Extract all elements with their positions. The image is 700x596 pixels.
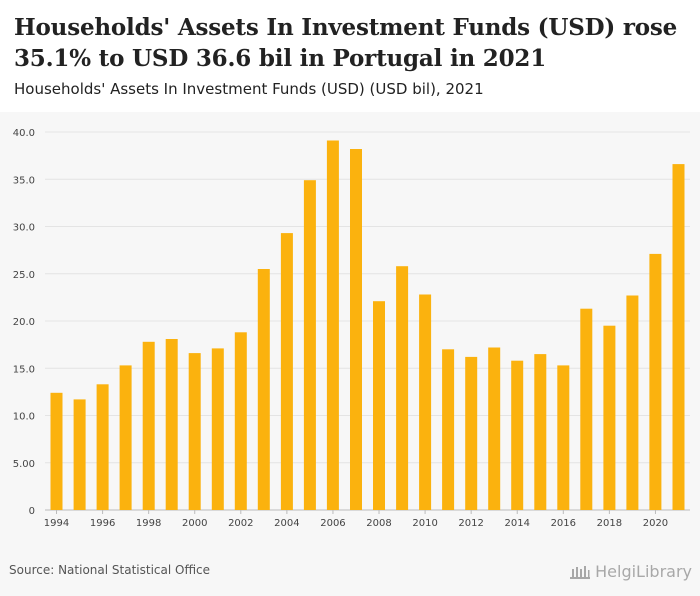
bar-1996 — [96, 384, 109, 510]
bar-2014 — [511, 360, 524, 510]
x-tick-label: 2012 — [458, 518, 483, 529]
source-note: Source: National Statistical Office — [9, 563, 211, 577]
x-tick-label: 2018 — [597, 518, 622, 529]
library-icon — [570, 565, 591, 579]
bar-2018 — [603, 325, 616, 510]
bar-1997 — [119, 365, 132, 510]
bar-2016 — [557, 365, 570, 510]
y-tick-label: 30.0 — [13, 223, 35, 234]
bar-2007 — [350, 149, 362, 510]
bar-1999 — [165, 339, 178, 510]
bar-1995 — [73, 399, 86, 510]
bar-2001 — [211, 348, 224, 510]
x-tick-label: 2006 — [320, 518, 345, 529]
x-tick-label: 1994 — [44, 518, 69, 529]
x-tick-label: 2002 — [228, 518, 253, 529]
y-tick-label: 10.0 — [13, 412, 35, 423]
bar-2021 — [672, 164, 685, 510]
x-tick-label: 2008 — [366, 518, 391, 529]
y-tick-label: 15.0 — [13, 364, 35, 375]
bar-2019 — [626, 295, 639, 510]
brand-name: HelgiLibrary — [595, 562, 692, 581]
y-tick-label: 25.0 — [13, 270, 35, 281]
x-tick-label: 1998 — [136, 518, 161, 529]
x-tick-label: 2004 — [274, 518, 299, 529]
bar-2004 — [280, 233, 293, 510]
bar-chart: 0 5.00 10.0 15.0 20.0 25.0 30.0 35.0 40.0 1994 199… — [13, 128, 690, 529]
bar-2010 — [419, 294, 432, 510]
brand-logo: HelgiLibrary — [569, 562, 692, 581]
y-tick-label: 40.0 — [13, 128, 35, 139]
y-tick-label: 5.00 — [13, 459, 35, 470]
x-tick-label: 2016 — [551, 518, 576, 529]
bar-2011 — [442, 349, 455, 510]
bar-2015 — [534, 354, 547, 510]
bar-2002 — [234, 332, 247, 510]
bar-2008 — [373, 301, 385, 510]
x-tick-label: 2014 — [505, 518, 530, 529]
chart-title: Households' Assets In Investment Funds (… — [14, 14, 678, 72]
bar-2013 — [488, 347, 501, 510]
bar-1994 — [50, 392, 63, 510]
bar-1998 — [142, 341, 155, 510]
y-tick-label: 0 — [29, 506, 35, 517]
header: Households' Assets In Investment Funds (… — [0, 0, 700, 110]
x-tick-label: 2020 — [643, 518, 668, 529]
bar-2012 — [465, 356, 478, 510]
chart-subtitle: Households' Assets In Investment Funds (… — [14, 80, 484, 98]
bar-2000 — [188, 353, 201, 510]
x-tick-label: 2010 — [412, 518, 437, 529]
bar-2020 — [649, 253, 662, 510]
bar-2006 — [326, 140, 339, 510]
bar-2003 — [257, 269, 270, 510]
bar-2017 — [580, 308, 593, 510]
y-tick-label: 20.0 — [13, 317, 35, 328]
x-tick-label: 2000 — [182, 518, 207, 529]
bar-2009 — [396, 266, 409, 510]
y-tick-label: 35.0 — [13, 175, 35, 186]
x-tick-label: 1996 — [90, 518, 115, 529]
bar-2005 — [303, 180, 316, 510]
